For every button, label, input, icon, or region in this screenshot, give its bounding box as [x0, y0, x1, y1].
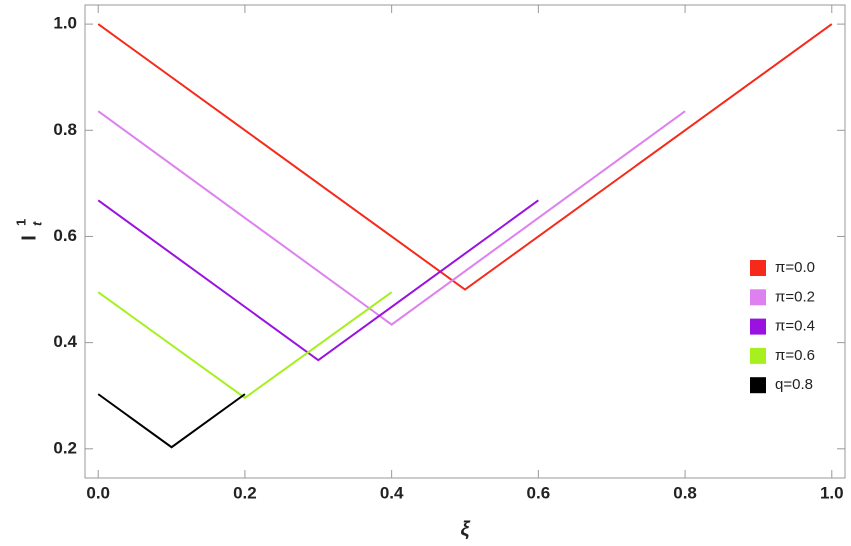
x-tick-label: 0.4	[380, 483, 404, 502]
x-tick-label: 0.0	[86, 483, 110, 502]
legend-swatch	[750, 318, 766, 335]
x-tick-label: 1.0	[820, 483, 844, 502]
legend-label: π=0.2	[775, 288, 815, 305]
x-tick-label: 0.8	[673, 483, 697, 502]
series-line	[97, 393, 246, 449]
x-axis-label: ξ	[461, 518, 471, 540]
x-tick-label: 0.2	[233, 483, 257, 502]
y-tick-label: 0.6	[53, 226, 77, 245]
legend-swatch	[750, 377, 766, 394]
series-line	[97, 23, 833, 291]
legend-swatch	[750, 289, 766, 306]
y-label-main: I	[18, 235, 40, 241]
series-line	[97, 199, 539, 362]
y-label-sup: 1	[13, 219, 28, 226]
legend-swatch	[750, 347, 766, 364]
legend-label: π=0.4	[775, 318, 815, 335]
y-tick-label: 1.0	[53, 14, 77, 33]
legend-label: q=0.8	[775, 376, 813, 393]
series-line	[97, 291, 393, 400]
y-label-sub: t	[29, 221, 44, 226]
legend-swatch	[750, 260, 766, 276]
y-tick-label: 0.8	[53, 120, 77, 139]
y-tick-label: 0.2	[53, 438, 77, 457]
x-tick-label: 0.6	[527, 483, 551, 502]
plot-frame	[84, 4, 846, 479]
legend-label: π=0.0	[775, 259, 815, 276]
legend-label: π=0.6	[775, 347, 815, 364]
y-tick-label: 0.4	[53, 332, 77, 351]
series-line	[97, 110, 686, 326]
y-axis-label: I 1 t	[13, 219, 44, 241]
